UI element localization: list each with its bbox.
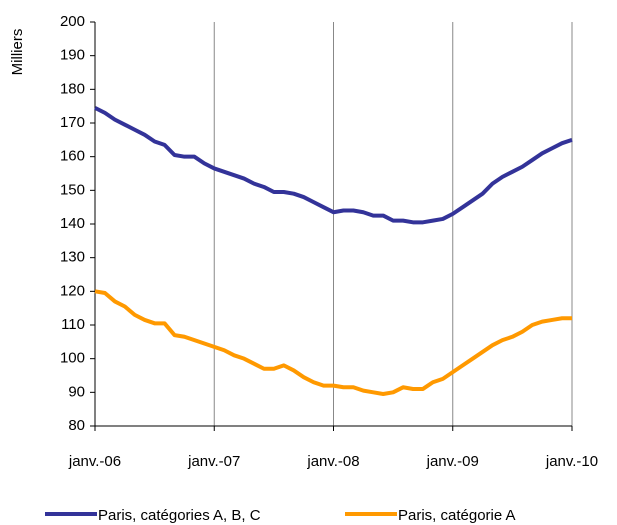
y-tick-label: 80 (68, 417, 85, 434)
y-tick-label: 110 (61, 316, 85, 333)
x-tick-label: janv.-09 (426, 453, 479, 470)
y-axis-label: Milliers (9, 29, 26, 76)
y-tick-label: 130 (60, 249, 85, 266)
legend-label: Paris, catégories A, B, C (98, 507, 261, 524)
line-series (94, 289, 572, 397)
x-tick-label: janv.-06 (68, 453, 121, 470)
y-tick-label: 160 (60, 148, 85, 165)
y-tick-label: 90 (68, 383, 85, 400)
y-tick-label: 120 (60, 282, 85, 299)
y-tick-label: 150 (60, 181, 85, 198)
legend-label: Paris, catégorie A (398, 507, 516, 524)
y-tick-label: 140 (60, 215, 85, 232)
y-tick-label: 200 (60, 13, 85, 30)
x-tick-label: janv.-07 (187, 453, 240, 470)
x-tick-label: janv.-10 (545, 453, 598, 470)
y-tick-label: 190 (60, 47, 85, 64)
y-tick-label: 180 (60, 80, 85, 97)
x-tick-label: janv.-08 (306, 453, 359, 470)
y-tick-label: 100 (60, 350, 85, 367)
y-tick-label: 170 (60, 114, 85, 131)
line-series (94, 106, 573, 225)
